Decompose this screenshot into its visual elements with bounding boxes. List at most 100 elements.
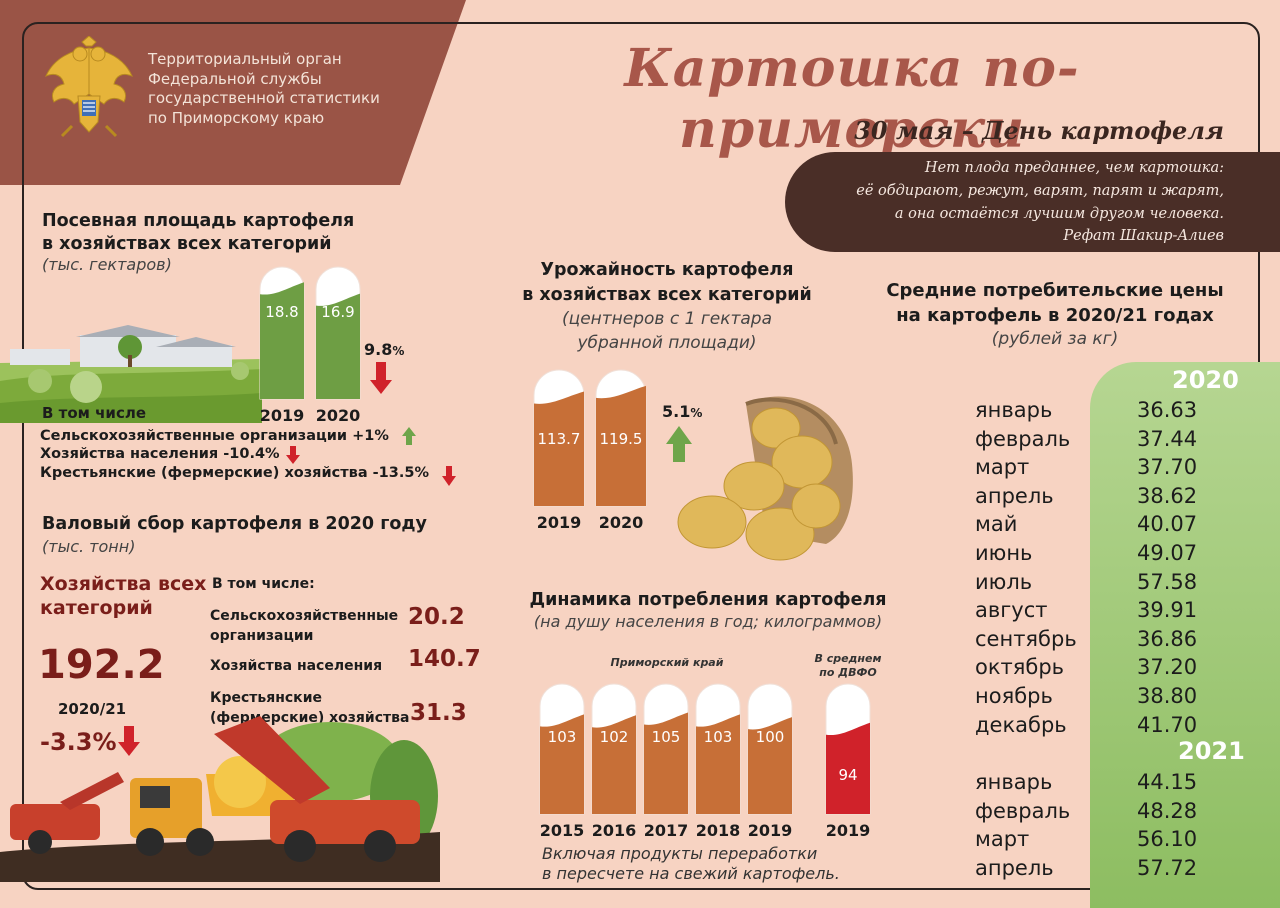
prices-month: март bbox=[975, 455, 1030, 480]
prices-month: ноябрь bbox=[975, 684, 1053, 708]
bar bbox=[592, 715, 636, 814]
harvest-all-label-line: категорий bbox=[40, 597, 153, 619]
down-arrow-icon bbox=[442, 466, 456, 486]
header-band bbox=[0, 0, 466, 185]
yield-title: Урожайность картофеля в хозяйствах всех … bbox=[462, 258, 872, 308]
potato-sack-illustration bbox=[677, 396, 853, 561]
yield-title-line: Урожайность картофеля bbox=[540, 260, 794, 280]
prices-month: апрель bbox=[975, 483, 1054, 508]
consumption-dfo-label-line: В среднем bbox=[814, 652, 882, 665]
data-label: 94 bbox=[838, 766, 857, 784]
bar bbox=[644, 712, 688, 814]
prices-month: февраль bbox=[975, 798, 1071, 823]
harvest-all-label-line: Хозяйства всех bbox=[40, 573, 207, 595]
prices-month: декабрь bbox=[975, 712, 1067, 737]
bar bbox=[696, 714, 740, 814]
area-breakdown-item: Крестьянские (фермерские) хозяйства -13.… bbox=[40, 465, 429, 481]
area-change: 9.8% bbox=[364, 340, 404, 359]
prices-background bbox=[1090, 362, 1280, 908]
prices-month: апрель bbox=[975, 855, 1054, 880]
prices-value: 49.07 bbox=[1137, 541, 1198, 565]
harvest-item-label: Сельскохозяйственные организации bbox=[210, 606, 398, 646]
area-change-value: 9.8 bbox=[364, 340, 393, 359]
prices-month: октябрь bbox=[975, 655, 1065, 680]
harvest-title: Валовый сбор картофеля в 2020 году bbox=[42, 514, 427, 534]
tick-label: 2019 bbox=[748, 821, 793, 840]
harvest-period: 2020/21 bbox=[58, 700, 127, 718]
harvest-item-label: Хозяйства населения bbox=[210, 658, 383, 674]
bar bbox=[748, 717, 792, 814]
area-breakdown-text: Хозяйства населения -10.4% bbox=[40, 446, 280, 462]
prices-value: 41.70 bbox=[1137, 712, 1198, 737]
harvest-item-label-line: Крестьянские bbox=[210, 690, 322, 706]
prices-value: 48.28 bbox=[1137, 798, 1198, 823]
down-arrow-icon bbox=[286, 446, 300, 464]
tick-label: 2019 bbox=[826, 821, 871, 840]
area-breakdown-item: Хозяйства населения -10.4% bbox=[40, 446, 280, 462]
prices-month: май bbox=[975, 512, 1018, 537]
yield-unit-line: убранной площади) bbox=[577, 333, 757, 353]
prices-month: январь bbox=[975, 770, 1053, 794]
org-line: по Приморскому краю bbox=[148, 108, 325, 127]
consumption-note: Включая продукты переработки в пересчете… bbox=[542, 844, 840, 884]
harvest-all-label: Хозяйства всех категорий bbox=[40, 572, 206, 620]
org-name: Территориальный орган Федеральной службы… bbox=[148, 50, 448, 128]
area-title-line: в хозяйствах всех категорий bbox=[42, 234, 332, 254]
quote-line: её обдирают, режут, варят, парят и жарят… bbox=[856, 183, 1224, 199]
org-line: Территориальный орган bbox=[148, 50, 342, 68]
bar bbox=[826, 722, 870, 814]
tick-label: 2020 bbox=[599, 513, 644, 532]
data-label: 102 bbox=[600, 728, 629, 746]
emblem-icon bbox=[45, 36, 133, 138]
harvester-illustration bbox=[0, 716, 440, 882]
yield-change-pct: % bbox=[690, 406, 703, 420]
tick-label: 2016 bbox=[592, 821, 637, 840]
consumption-dfo-label-line: по ДВФО bbox=[819, 666, 877, 679]
tick-label: 2017 bbox=[644, 821, 689, 840]
consumption-unit: (на душу населения в год; килограммов) bbox=[533, 612, 883, 631]
consumption-note-line: Включая продукты переработки bbox=[542, 844, 818, 863]
data-label: 100 bbox=[756, 728, 785, 746]
area-change-pct: % bbox=[392, 344, 405, 358]
harvest-item-label-line: Сельскохозяйственные bbox=[210, 608, 399, 624]
prices-title-line: на картофель в 2020/21 годах bbox=[896, 305, 1214, 326]
consumption-note-line: в пересчете на свежий картофель. bbox=[542, 864, 840, 883]
area-breakdown-text: Сельскохозяйственные организации +1% bbox=[40, 428, 389, 444]
harvest-unit: (тыс. тонн) bbox=[42, 537, 136, 556]
data-label: 103 bbox=[548, 728, 577, 746]
prices-value: 57.58 bbox=[1137, 569, 1198, 594]
bar bbox=[534, 391, 584, 506]
consumption-region-label: Приморский край bbox=[610, 656, 724, 669]
page-title: Картошка по-приморски bbox=[624, 38, 1080, 160]
bar bbox=[540, 714, 584, 814]
prices-value: 39.91 bbox=[1137, 598, 1198, 623]
area-unit: (тыс. гектаров) bbox=[42, 255, 172, 274]
harvest-change: -3.3% bbox=[40, 728, 117, 756]
up-arrow-icon bbox=[666, 426, 692, 462]
harvest-item-value: 140.7 bbox=[408, 646, 481, 672]
tick-label: 2019 bbox=[537, 513, 582, 532]
tick-label: 2019 bbox=[260, 406, 305, 425]
prices-value: 38.62 bbox=[1137, 483, 1198, 508]
prices-month: март bbox=[975, 827, 1030, 852]
data-label: 105 bbox=[652, 728, 681, 746]
prices-title-line: Средние потребительские цены bbox=[886, 280, 1224, 301]
prices-value: 38.80 bbox=[1137, 684, 1198, 708]
prices-unit: (рублей за кг) bbox=[991, 329, 1119, 349]
area-title: Посевная площадь картофеля в хозяйствах … bbox=[42, 210, 354, 256]
tick-label: 2018 bbox=[696, 821, 741, 840]
data-label: 119.5 bbox=[600, 430, 643, 448]
consumption-dfo-label: В среднем по ДВФО bbox=[808, 652, 888, 680]
bar bbox=[260, 282, 304, 399]
harvest-item-value: 20.2 bbox=[408, 604, 465, 630]
yield-unit-line: (центнеров с 1 гектара bbox=[561, 309, 773, 329]
prices-year-label: 2020 bbox=[1172, 366, 1239, 394]
prices-month: сентябрь bbox=[975, 626, 1077, 651]
prices-value: 57.72 bbox=[1137, 855, 1198, 880]
prices-month: июнь bbox=[975, 541, 1033, 565]
yield-change: 5.1% bbox=[662, 402, 702, 421]
consumption-chart: 103 2015 102 2016 105 2017 103 2018 100 2019 94 201… bbox=[536, 682, 886, 846]
yield-title-line: в хозяйствах всех категорий bbox=[522, 285, 812, 305]
harvest-item-value: 31.3 bbox=[410, 700, 467, 726]
quote-line: а она остаётся лучшим другом человека. bbox=[894, 206, 1224, 222]
